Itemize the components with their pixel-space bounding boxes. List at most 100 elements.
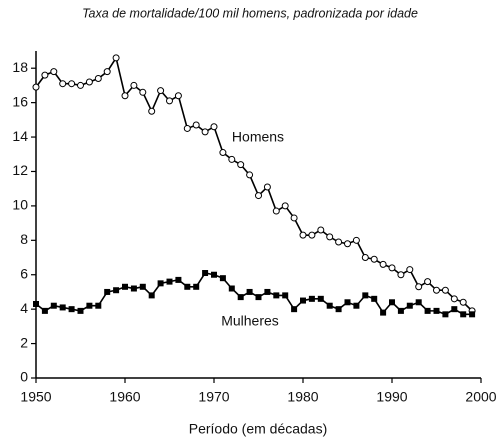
point: [139, 283, 146, 290]
point: [68, 306, 75, 313]
point: [290, 214, 298, 222]
point: [157, 87, 165, 95]
point: [50, 68, 58, 76]
point: [184, 283, 191, 290]
point: [68, 80, 76, 88]
x-tick-label: 1970: [198, 389, 229, 405]
point: [460, 311, 467, 318]
point: [263, 183, 271, 191]
y-tick-label: 0: [20, 369, 28, 385]
point: [451, 306, 458, 313]
y-tick-label: 8: [20, 231, 28, 247]
point: [264, 288, 271, 295]
point: [77, 307, 84, 314]
point: [122, 283, 128, 290]
point: [237, 161, 245, 169]
series-line: [35, 272, 473, 316]
point: [281, 202, 289, 210]
y-tick-label: 18: [12, 59, 28, 75]
point: [450, 295, 458, 303]
x-tick-label: 1990: [376, 389, 407, 405]
y-tick-label: 4: [20, 300, 28, 316]
point: [469, 311, 476, 318]
point: [86, 302, 93, 309]
point: [326, 302, 333, 309]
point: [95, 302, 102, 309]
point: [300, 297, 306, 304]
point: [32, 83, 40, 91]
point: [41, 307, 48, 314]
point: [104, 288, 111, 295]
point: [362, 292, 369, 299]
series-label: Mulheres: [221, 313, 279, 329]
point: [371, 295, 378, 302]
point: [344, 299, 351, 306]
point: [379, 260, 387, 268]
point: [273, 292, 280, 299]
point: [59, 304, 66, 311]
x-tick-label: 1980: [287, 389, 318, 405]
point: [183, 124, 191, 132]
point: [139, 88, 147, 96]
point: [352, 236, 360, 244]
point: [415, 299, 422, 306]
point: [370, 255, 378, 263]
point: [33, 300, 39, 307]
point: [424, 307, 431, 314]
point: [219, 275, 226, 282]
point: [113, 287, 120, 294]
point: [211, 271, 217, 278]
y-tick-label: 12: [12, 162, 28, 178]
point: [77, 81, 84, 89]
point: [50, 302, 57, 309]
series-label: Homens: [232, 129, 284, 145]
y-tick-label: 2: [20, 334, 28, 350]
point: [192, 121, 200, 129]
point: [380, 309, 387, 316]
point: [459, 298, 467, 306]
point: [148, 292, 155, 299]
point: [166, 278, 173, 285]
point: [255, 192, 262, 200]
chart-title: Taxa de mortalidade/100 mil homens, padr…: [82, 6, 418, 20]
point: [157, 280, 164, 287]
point: [397, 307, 404, 314]
point: [335, 306, 342, 313]
point: [406, 266, 414, 274]
x-tick-label: 1960: [109, 389, 140, 405]
point: [308, 295, 315, 302]
point: [148, 107, 156, 115]
point: [291, 306, 298, 313]
point: [433, 286, 440, 294]
point: [388, 264, 396, 272]
point: [272, 207, 280, 215]
point: [415, 283, 423, 291]
point: [112, 54, 120, 62]
point: [353, 302, 360, 309]
point: [94, 75, 102, 83]
point: [130, 285, 137, 292]
point: [210, 123, 218, 131]
point: [246, 171, 254, 179]
point: [59, 80, 67, 88]
point: [442, 311, 449, 318]
point: [166, 97, 173, 105]
point: [397, 271, 405, 279]
point: [308, 231, 316, 239]
y-tick-label: 16: [12, 93, 28, 109]
point: [317, 295, 324, 302]
y-tick-label: 14: [12, 128, 28, 144]
point: [317, 226, 325, 234]
point: [433, 307, 440, 314]
point: [344, 240, 351, 248]
point: [85, 78, 93, 86]
y-tick-label: 6: [20, 265, 28, 281]
point: [406, 302, 413, 309]
point: [175, 276, 182, 283]
point: [228, 285, 235, 292]
point: [246, 288, 253, 295]
point: [424, 278, 432, 286]
x-tick-label: 1950: [20, 389, 51, 405]
point: [41, 71, 49, 79]
